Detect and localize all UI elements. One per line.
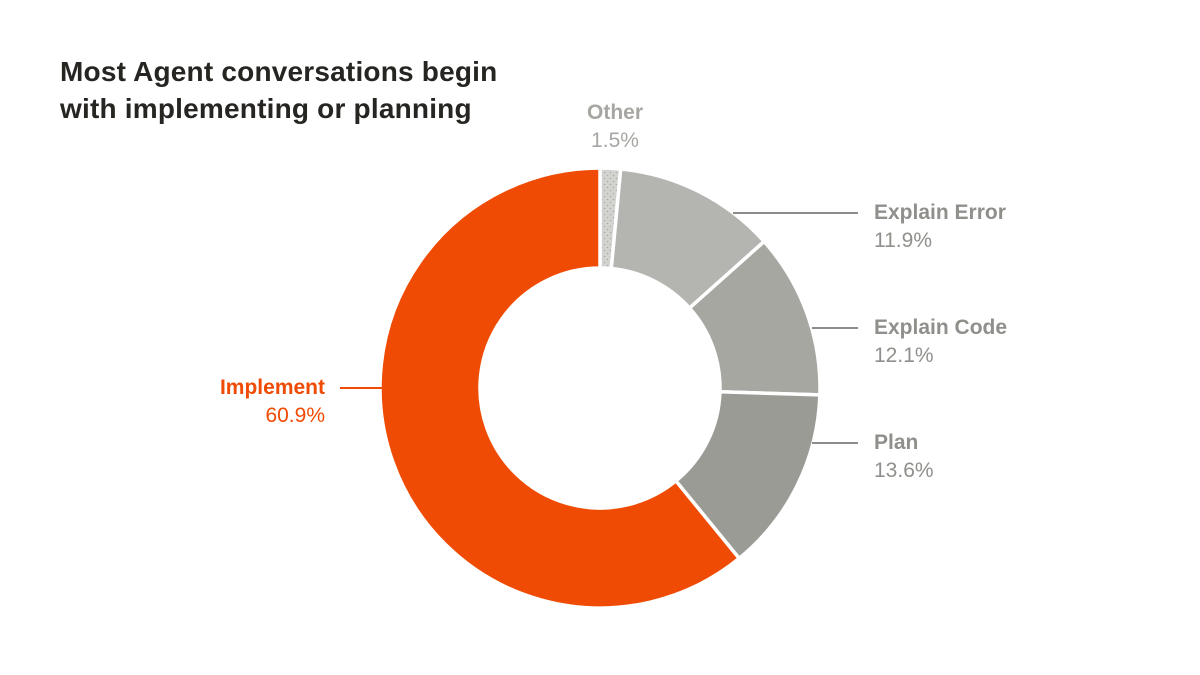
leader-line-explain-code	[812, 327, 858, 329]
page-title-line-2: with implementing or planning	[60, 93, 472, 124]
segment-label-implement: Implement 60.9%	[220, 374, 325, 430]
donut-segment-implement	[378, 166, 742, 610]
segment-label-explain-code: Explain Code 12.1%	[874, 314, 1007, 370]
leader-line-plan	[812, 442, 858, 444]
leader-line-explain-error	[733, 212, 858, 214]
segment-name-explain-code: Explain Code	[874, 316, 1008, 339]
segment-label-other: Other 1.5%	[587, 99, 643, 155]
segment-name-implement: Implement	[219, 376, 325, 399]
page-title: Most Agent conversations begin with impl…	[60, 53, 497, 127]
page-title-line-1: Most Agent conversations begin	[60, 56, 498, 87]
segment-label-explain-error: Explain Error 11.9%	[874, 199, 1006, 255]
segment-value-explain-code: 12.1%	[874, 344, 934, 367]
segment-name-plan: Plan	[874, 431, 919, 454]
segment-value-implement: 60.9%	[265, 404, 325, 427]
segment-name-explain-error: Explain Error	[874, 201, 1006, 224]
donut-segments	[378, 166, 822, 610]
segment-name-other: Other	[586, 101, 644, 124]
segment-value-other: 1.5%	[591, 129, 639, 152]
segment-value-plan: 13.6%	[874, 459, 934, 482]
segment-value-explain-error: 11.9%	[874, 229, 932, 252]
leader-line-implement	[340, 387, 382, 389]
segment-label-plan: Plan 13.6%	[874, 429, 934, 485]
